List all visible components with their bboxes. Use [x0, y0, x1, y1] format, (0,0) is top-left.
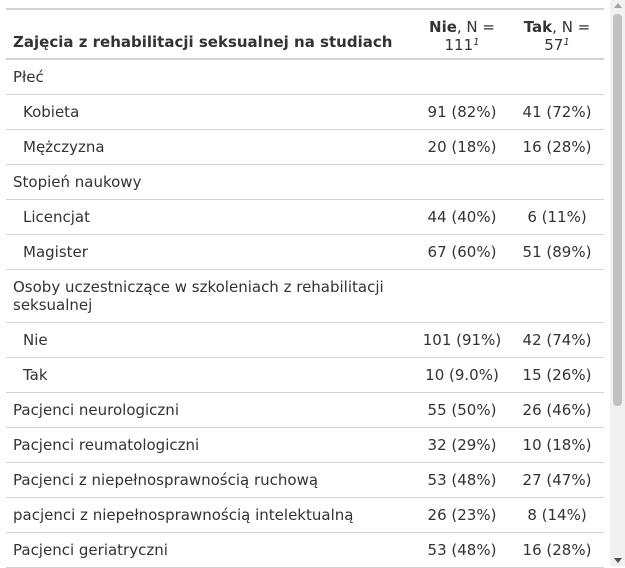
- summary-table-container: Zajęcia z rehabilitacji seksualnej na st…: [6, 8, 604, 568]
- table-header-row: Zajęcia z rehabilitacji seksualnej na st…: [6, 9, 604, 59]
- cell-nie: 44 (40%): [427, 207, 497, 226]
- cell-tak: 26 (46%): [522, 400, 592, 419]
- cell-nie: 32 (29%): [427, 435, 497, 454]
- cell-tak: 16 (28%): [522, 137, 592, 156]
- cell-nie: 67 (60%): [427, 242, 497, 261]
- row-label: Licencjat: [23, 207, 90, 226]
- header-nie-name: Nie: [429, 18, 457, 36]
- table-row-licencjat: Licencjat 44 (40%) 6 (11%): [6, 199, 604, 234]
- row-label: Pacjenci neurologiczni: [13, 400, 179, 419]
- scroll-down-arrow-icon[interactable]: [614, 558, 622, 563]
- table-row-geriatryczni: Pacjenci geriatryczni 53 (48%) 16 (28%): [6, 532, 604, 567]
- table-row-kobieta: Kobieta 91 (82%) 41 (72%): [6, 94, 604, 129]
- cell-nie: 91 (82%): [427, 102, 497, 121]
- cell-tak: 15 (26%): [522, 365, 592, 384]
- row-label: Kobieta: [23, 102, 80, 121]
- cell-nie: 101 (91%): [422, 330, 502, 349]
- table-row-magister: Magister 67 (60%) 51 (89%): [6, 234, 604, 269]
- cell-tak: 51 (89%): [522, 242, 592, 261]
- header-nie-n-text: , N =: [456, 18, 495, 36]
- cell-nie: 26 (23%): [427, 505, 497, 524]
- summary-table: Zajęcia z rehabilitacji seksualnej na st…: [6, 8, 604, 568]
- table-row-intelektualna: pacjenci z niepełnosprawnością intelektu…: [6, 497, 604, 532]
- row-label: Pacjenci geriatryczni: [13, 540, 168, 559]
- header-nie-footnote: 1: [473, 37, 480, 48]
- scrollbar-thumb[interactable]: [613, 14, 622, 406]
- cell-tak: 42 (74%): [522, 330, 592, 349]
- header-nie: Nie, N = 1111: [414, 9, 510, 59]
- cell-tak: 16 (28%): [522, 540, 592, 559]
- cell-nie: 53 (48%): [427, 470, 497, 489]
- table-row-reumatologiczni: Pacjenci reumatologiczni 32 (29%) 10 (18…: [6, 427, 604, 462]
- row-label: Nie: [23, 330, 48, 349]
- row-label: pacjenci z niepełnosprawnością intelektu…: [13, 505, 354, 524]
- vertical-scrollbar[interactable]: [610, 0, 625, 566]
- cell-tak: 6 (11%): [527, 207, 587, 226]
- header-tak-footnote: 1: [563, 37, 570, 48]
- row-label: Mężczyzna: [23, 137, 105, 156]
- row-label: Pacjenci reumatologiczni: [13, 435, 200, 454]
- header-tak-name: Tak: [523, 18, 553, 36]
- table-row-plec: Płeć: [6, 59, 604, 94]
- cell-tak: 27 (47%): [522, 470, 592, 489]
- header-tak-n-value: 57: [544, 36, 564, 54]
- cell-tak: [510, 59, 604, 94]
- table-row-stopien: Stopień naukowy: [6, 164, 604, 199]
- cell-tak: [510, 269, 604, 322]
- header-characteristic: Zajęcia z rehabilitacji seksualnej na st…: [13, 33, 393, 51]
- cell-nie: [414, 164, 510, 199]
- cell-nie: [414, 59, 510, 94]
- row-label: Magister: [23, 242, 88, 261]
- cell-tak: 8 (14%): [527, 505, 587, 524]
- cell-nie: [414, 269, 510, 322]
- row-label: Osoby uczestniczące w szkoleniach z reha…: [13, 277, 384, 314]
- table-row-szkolenia: Osoby uczestniczące w szkoleniach z reha…: [6, 269, 604, 322]
- cell-nie: 55 (50%): [427, 400, 497, 419]
- scroll-up-arrow-icon[interactable]: [614, 3, 622, 8]
- cell-nie: 53 (48%): [427, 540, 497, 559]
- cell-tak: [510, 164, 604, 199]
- header-tak: Tak, N = 571: [510, 9, 604, 59]
- row-label: Pacjenci z niepełnosprawnością ruchową: [13, 470, 319, 489]
- cell-nie: 20 (18%): [427, 137, 497, 156]
- table-row-szkolenia-tak: Tak 10 (9.0%) 15 (26%): [6, 357, 604, 392]
- cell-nie: 10 (9.0%): [425, 365, 499, 384]
- table-row-neurologiczni: Pacjenci neurologiczni 55 (50%) 26 (46%): [6, 392, 604, 427]
- row-label: Stopień naukowy: [13, 172, 142, 191]
- row-label: Tak: [23, 365, 48, 384]
- row-label: Płeć: [13, 67, 44, 86]
- cell-tak: 10 (18%): [522, 435, 592, 454]
- header-tak-n-text: , N =: [552, 18, 591, 36]
- header-nie-n-value: 111: [444, 36, 474, 54]
- table-row-ruchowa: Pacjenci z niepełnosprawnością ruchową 5…: [6, 462, 604, 497]
- cell-tak: 41 (72%): [522, 102, 592, 121]
- table-row-mezczyzna: Mężczyzna 20 (18%) 16 (28%): [6, 129, 604, 164]
- table-row-szkolenia-nie: Nie 101 (91%) 42 (74%): [6, 322, 604, 357]
